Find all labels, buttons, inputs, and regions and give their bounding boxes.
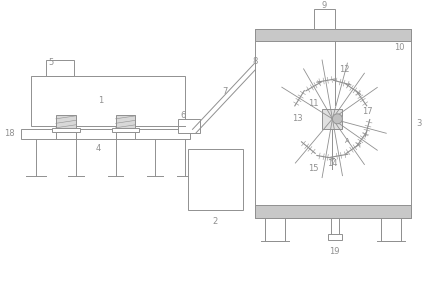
Text: 17: 17: [362, 107, 373, 116]
Text: 7: 7: [222, 88, 228, 96]
Text: 14: 14: [327, 159, 338, 168]
Text: 19: 19: [329, 247, 340, 256]
Bar: [331, 218, 339, 236]
Bar: [255, 205, 411, 218]
Text: 4: 4: [96, 144, 101, 153]
Bar: [323, 109, 342, 129]
Bar: [31, 76, 185, 126]
Bar: [56, 115, 76, 129]
Bar: [56, 132, 76, 139]
Bar: [255, 29, 411, 41]
Text: 8: 8: [253, 57, 258, 65]
Text: 10: 10: [394, 43, 404, 52]
Bar: [21, 129, 190, 139]
Bar: [188, 149, 243, 210]
Bar: [314, 9, 335, 29]
Bar: [178, 119, 200, 133]
Text: 1: 1: [98, 96, 103, 106]
Bar: [328, 234, 342, 240]
Bar: [112, 128, 140, 132]
Circle shape: [332, 114, 342, 124]
Text: 3: 3: [416, 119, 422, 128]
Bar: [116, 132, 136, 139]
Bar: [255, 29, 411, 218]
Text: 11: 11: [308, 100, 319, 108]
Bar: [52, 128, 80, 132]
Text: 2: 2: [212, 217, 218, 226]
Text: 18: 18: [4, 129, 15, 138]
Text: 12: 12: [339, 65, 350, 74]
Text: 5: 5: [48, 57, 54, 67]
Text: 15: 15: [308, 164, 319, 173]
Bar: [116, 115, 136, 129]
Text: 13: 13: [292, 114, 303, 123]
Text: 6: 6: [180, 111, 186, 120]
Text: A: A: [345, 138, 350, 144]
Text: 9: 9: [322, 1, 327, 10]
Bar: [265, 218, 285, 241]
Bar: [381, 218, 401, 241]
Bar: [46, 60, 74, 76]
